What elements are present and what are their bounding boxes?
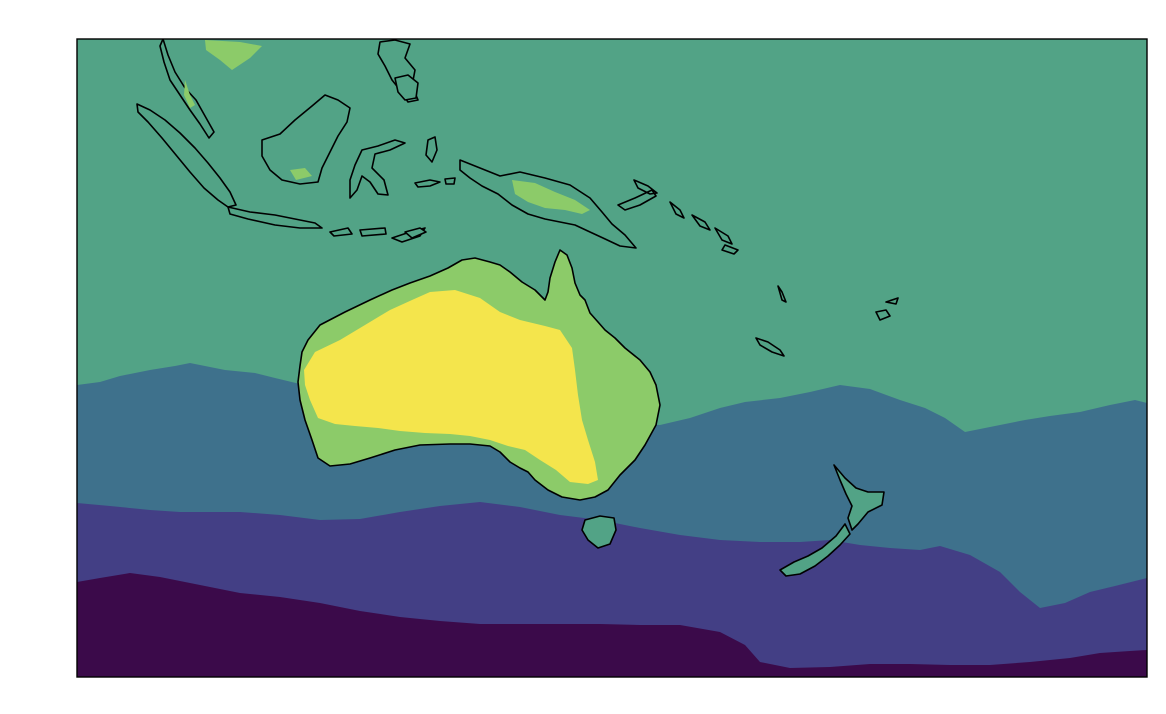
new-caledonia-landmass [755,337,785,357]
java-landmass [227,206,323,229]
halmahera-landmass [425,136,438,163]
new-zealand-south-island [779,523,851,577]
map-panel [77,39,1147,677]
field-band-0 [77,573,1147,677]
borneo-landmass [261,94,351,185]
tasmania-landmass[interactable] [581,515,617,549]
solomon-islands [669,201,739,255]
land-highlights [184,40,590,214]
sumatra-landmass [136,103,237,208]
new-zealand-north-island [833,464,885,531]
fiji-islands [875,297,899,321]
field-band-5 [304,290,598,484]
bismarck-islands [617,179,658,211]
vanuatu-islands [777,285,787,303]
seram-island [414,177,456,188]
mindanao-landmass [394,74,419,101]
sulawesi-landmass [349,139,406,199]
map-frame [76,38,1148,678]
timor-island [404,227,427,239]
malay-peninsula-landmass [159,39,215,139]
